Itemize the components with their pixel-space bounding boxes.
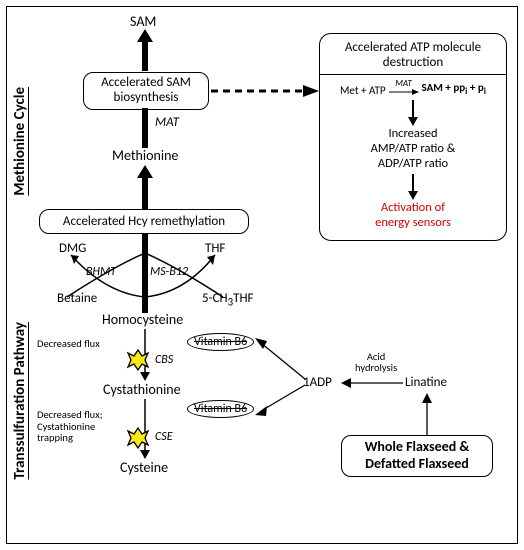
mat-label: MAT: [155, 115, 179, 130]
diagram-frame: Methionine Cycle Transsulfuration Pathwa…: [6, 6, 518, 544]
cysteine-label: Cysteine: [120, 459, 168, 476]
methionine-label: Methionine: [112, 147, 178, 164]
dashed-arrow-sam-atp: [211, 84, 319, 98]
decreased-flux-1: Decreased flux: [37, 337, 100, 350]
arrow-flax-linatine: [421, 393, 433, 435]
bhmt-label: BHMT: [86, 265, 116, 279]
atp-destruction-box: Accelerated ATP molecule destruction Met…: [319, 33, 507, 241]
sam-biosynthesis-box: Accelerated SAM biosynthesis: [83, 72, 209, 110]
vitamin-b6-bottom: Vitamin B6: [187, 400, 254, 418]
adp-to-b6-arrows: [255, 335, 315, 425]
decreased-flux-2: Decreased flux; Cystathionine trapping: [37, 409, 103, 444]
cystathionine-label: Cystathionine: [103, 381, 181, 398]
block-cse-icon: [125, 425, 151, 451]
ch3thf-label: 5-CH3THF: [202, 291, 254, 309]
acid-hydrolysis-label: Acidhydrolysis: [355, 351, 397, 373]
vitamin-b6-top: Vitamin B6: [187, 333, 254, 351]
arrow-linatine-adp: [341, 377, 403, 389]
arrow-hcy-to-met: [135, 165, 155, 209]
linatine-label: Linatine: [405, 375, 447, 390]
msb12-label: MS-B12: [150, 265, 188, 279]
transsulfuration-label: Transsulfuration Pathway: [11, 322, 29, 480]
block-cbs-icon: [125, 347, 151, 373]
methionine-cycle-label: Methionine Cycle: [11, 87, 29, 196]
cbs-label: CBS: [155, 353, 173, 367]
hcy-remethylation-box: Accelerated Hcy remethylation: [39, 209, 249, 234]
arrow-met-to-sam: [135, 29, 155, 71]
atp-ratio-text: Increased AMP/ATP ratio & ADP/ATP ratio: [328, 126, 498, 171]
betaine-label: Betaine: [57, 291, 97, 306]
atp-reaction: Met + ATP MAT SAM + ppi + pi: [328, 81, 498, 97]
flaxseed-box: Whole Flaxseed & Defatted Flaxseed: [341, 435, 493, 477]
homocysteine-label: Homocysteine: [102, 311, 183, 328]
cse-label: CSE: [155, 430, 173, 444]
activation-text: Activation of energy sensors: [328, 200, 498, 230]
atp-box-title: Accelerated ATP molecule destruction: [328, 40, 498, 74]
sam-label: SAM: [130, 13, 156, 30]
arrow-sambox-up: [135, 108, 155, 148]
